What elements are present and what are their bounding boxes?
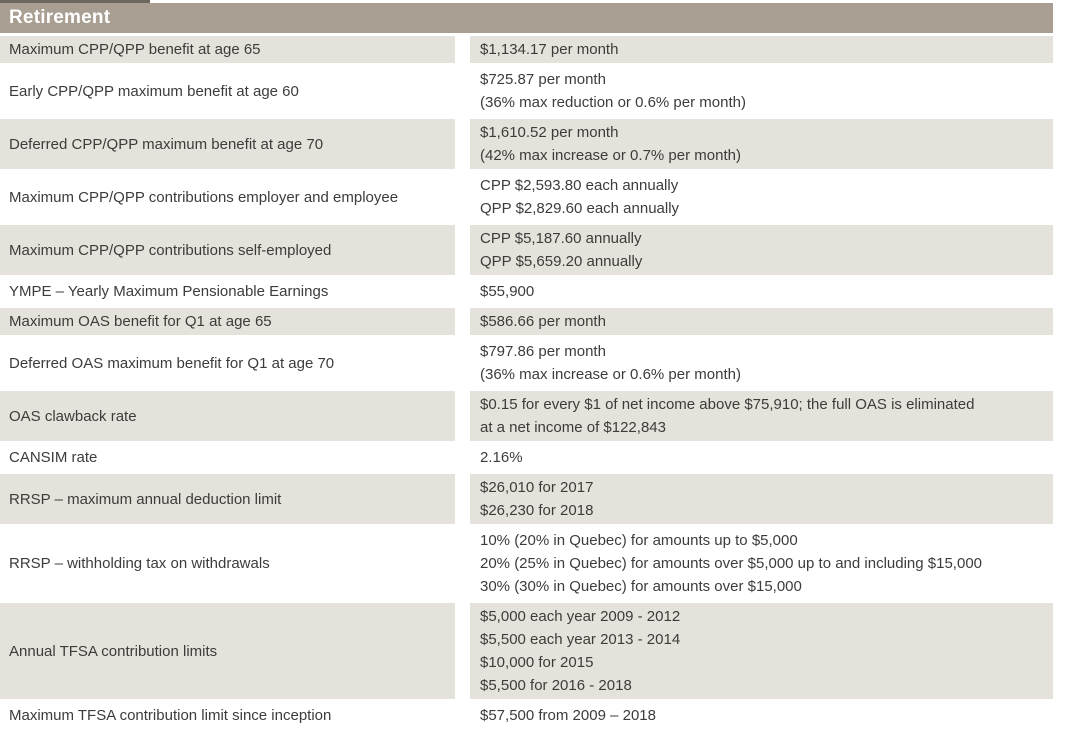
value-line: $55,900 [480,283,535,300]
value-line: (36% max increase or 0.6% per month) [480,366,741,383]
table-title: Retirement [9,7,111,28]
value-line: (42% max increase or 0.7% per month) [480,147,741,164]
value-line: CPP $5,187.60 annually [480,230,642,247]
table-row: Deferred CPP/QPP maximum benefit at age … [0,119,1053,169]
column-gutter [455,278,470,305]
table-row: CANSIM rate 2.16% [0,444,1053,471]
value-line: QPP $2,829.60 each annually [480,200,680,217]
row-value: $725.87 per month (36% max reduction or 0… [470,66,1053,116]
row-label: RRSP – withholding tax on withdrawals [0,527,455,600]
column-gutter [455,119,470,169]
row-label: YMPE – Yearly Maximum Pensionable Earnin… [0,278,455,305]
column-gutter [455,527,470,600]
retirement-table-rows: Maximum CPP/QPP benefit at age 65 $1,134.… [0,36,1053,729]
table-row: Maximum TFSA contribution limit since in… [0,702,1053,729]
value-line: 10% (20% in Quebec) for amounts up to $5… [480,532,798,549]
value-line: 2.16% [480,449,523,466]
row-value: $26,010 for 2017 $26,230 for 2018 [470,474,1053,524]
row-value: 2.16% [470,444,1053,471]
column-gutter [455,338,470,388]
value-line: (36% max reduction or 0.6% per month) [480,94,746,111]
value-line: $5,500 for 2016 - 2018 [480,677,632,694]
value-line: QPP $5,659.20 annually [480,253,643,270]
column-gutter [455,172,470,222]
table-row: Deferred OAS maximum benefit for Q1 at a… [0,338,1053,388]
row-value: CPP $2,593.80 each annually QPP $2,829.60… [470,172,1053,222]
row-label: Maximum OAS benefit for Q1 at age 65 [0,308,455,335]
row-value: $586.66 per month [470,308,1053,335]
row-label: RRSP – maximum annual deduction limit [0,474,455,524]
retirement-table: Retirement Maximum CPP/QPP benefit at ag… [0,3,1053,729]
column-gutter [455,36,470,63]
row-label: Maximum TFSA contribution limit since in… [0,702,455,729]
row-label: Maximum CPP/QPP contributions self-emplo… [0,225,455,275]
table-row: Maximum CPP/QPP contributions employer a… [0,172,1053,222]
row-label: CANSIM rate [0,444,455,471]
column-gutter [455,702,470,729]
row-label: Annual TFSA contribution limits [0,603,455,699]
value-line: $26,230 for 2018 [480,502,594,519]
table-row: RRSP – withholding tax on withdrawals 10%… [0,527,1053,600]
row-value: 10% (20% in Quebec) for amounts up to $5… [470,527,1053,600]
value-line: at a net income of $122,843 [480,419,666,436]
row-value: $55,900 [470,278,1053,305]
top-border-artifact [0,0,150,3]
row-label: Deferred OAS maximum benefit for Q1 at a… [0,338,455,388]
row-value: $1,134.17 per month [470,36,1053,63]
row-value: $57,500 from 2009 – 2018 [470,702,1053,729]
table-row: YMPE – Yearly Maximum Pensionable Earnin… [0,278,1053,305]
row-value: $5,000 each year 2009 - 2012 $5,500 each … [470,603,1053,699]
row-value: $1,610.52 per month (42% max increase or … [470,119,1053,169]
table-row: Early CPP/QPP maximum benefit at age 60 $… [0,66,1053,116]
row-label: Deferred CPP/QPP maximum benefit at age … [0,119,455,169]
table-row: Maximum OAS benefit for Q1 at age 65 $586… [0,308,1053,335]
column-gutter [455,225,470,275]
row-label: Maximum CPP/QPP benefit at age 65 [0,36,455,63]
value-line: $797.86 per month [480,343,606,360]
column-gutter [455,603,470,699]
row-value: $0.15 for every $1 of net income above $… [470,391,1053,441]
table-row: RRSP – maximum annual deduction limit $26… [0,474,1053,524]
column-gutter [455,474,470,524]
column-gutter [455,444,470,471]
value-line: 20% (25% in Quebec) for amounts over $5,… [480,555,983,572]
row-label: Maximum CPP/QPP contributions employer a… [0,172,455,222]
table-header: Retirement [0,3,1053,33]
value-line: $26,010 for 2017 [480,479,594,496]
value-line: $5,500 each year 2013 - 2014 [480,631,681,648]
table-row: Maximum CPP/QPP benefit at age 65 $1,134.… [0,36,1053,63]
row-value: $797.86 per month (36% max increase or 0.… [470,338,1053,388]
value-line: $0.15 for every $1 of net income above $… [480,396,975,413]
value-line: $1,610.52 per month [480,124,619,141]
value-line: $725.87 per month [480,71,606,88]
value-line: $5,000 each year 2009 - 2012 [480,608,681,625]
row-value: CPP $5,187.60 annually QPP $5,659.20 annu… [470,225,1053,275]
column-gutter [455,66,470,116]
value-line: $57,500 from 2009 – 2018 [480,707,656,724]
table-row: Maximum CPP/QPP contributions self-emplo… [0,225,1053,275]
table-row: OAS clawback rate $0.15 for every $1 of n… [0,391,1053,441]
value-line: $1,134.17 per month [480,41,619,58]
column-gutter [455,308,470,335]
table-row: Annual TFSA contribution limits $5,000 ea… [0,603,1053,699]
row-label: OAS clawback rate [0,391,455,441]
row-label: Early CPP/QPP maximum benefit at age 60 [0,66,455,116]
value-line: CPP $2,593.80 each annually [480,177,679,194]
value-line: $10,000 for 2015 [480,654,594,671]
column-gutter [455,391,470,441]
value-line: $586.66 per month [480,313,606,330]
value-line: 30% (30% in Quebec) for amounts over $15… [480,578,802,595]
